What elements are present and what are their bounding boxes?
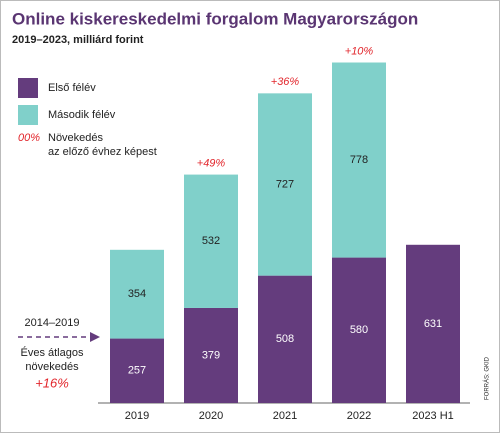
- legend-label: Első félév: [48, 82, 96, 94]
- bar-value-label: 354: [128, 288, 146, 300]
- bar-value-label: 508: [276, 333, 294, 345]
- annotation-text: növekedés: [25, 361, 79, 373]
- chart-title: Online kiskereskedelmi forgalom Magyaror…: [12, 9, 418, 28]
- growth-label: +49%: [197, 157, 226, 169]
- growth-label: +36%: [271, 76, 300, 88]
- x-tick-label: 2022: [347, 410, 371, 422]
- bar-value-label: 778: [350, 154, 368, 166]
- x-tick-label: 2020: [199, 410, 223, 422]
- bar-segment: [258, 93, 312, 276]
- bar-segment: [110, 338, 164, 403]
- x-tick-label: 2019: [125, 410, 149, 422]
- bar-segment: [258, 275, 312, 403]
- bar-segment: [184, 174, 238, 308]
- legend-symbol: 00%: [18, 132, 40, 144]
- chart-subtitle: 2019–2023, milliárd forint: [12, 34, 144, 46]
- legend-label: Második félév: [48, 109, 116, 121]
- growth-label: +10%: [345, 45, 374, 57]
- bar-value-label: 580: [350, 324, 368, 336]
- bar-value-label: 532: [202, 235, 220, 247]
- bar-segment: [184, 307, 238, 403]
- bar-value-label: 257: [128, 365, 146, 377]
- legend-label: Növekedés az előző évhez képest: [48, 132, 157, 158]
- legend-swatch: [18, 105, 38, 125]
- bar-segment: [332, 257, 386, 403]
- annotation-period: 2014–2019: [24, 317, 79, 329]
- source: FORRÁS: GKID: [484, 356, 491, 400]
- arrow-head: [90, 332, 100, 342]
- x-tick-label: 2023 H1: [412, 410, 454, 422]
- legend-swatch: [18, 78, 38, 98]
- bar-value-label: 727: [276, 178, 294, 190]
- bar-value-label: 631: [424, 318, 442, 330]
- x-tick-label: 2021: [273, 410, 297, 422]
- bar-segment: [110, 249, 164, 339]
- annotation-text: Éves átlagos: [21, 346, 84, 359]
- bar-segment: [332, 62, 386, 258]
- bar-value-label: 379: [202, 349, 220, 361]
- annotation-value: +16%: [35, 375, 69, 390]
- bar-segment: [406, 244, 460, 403]
